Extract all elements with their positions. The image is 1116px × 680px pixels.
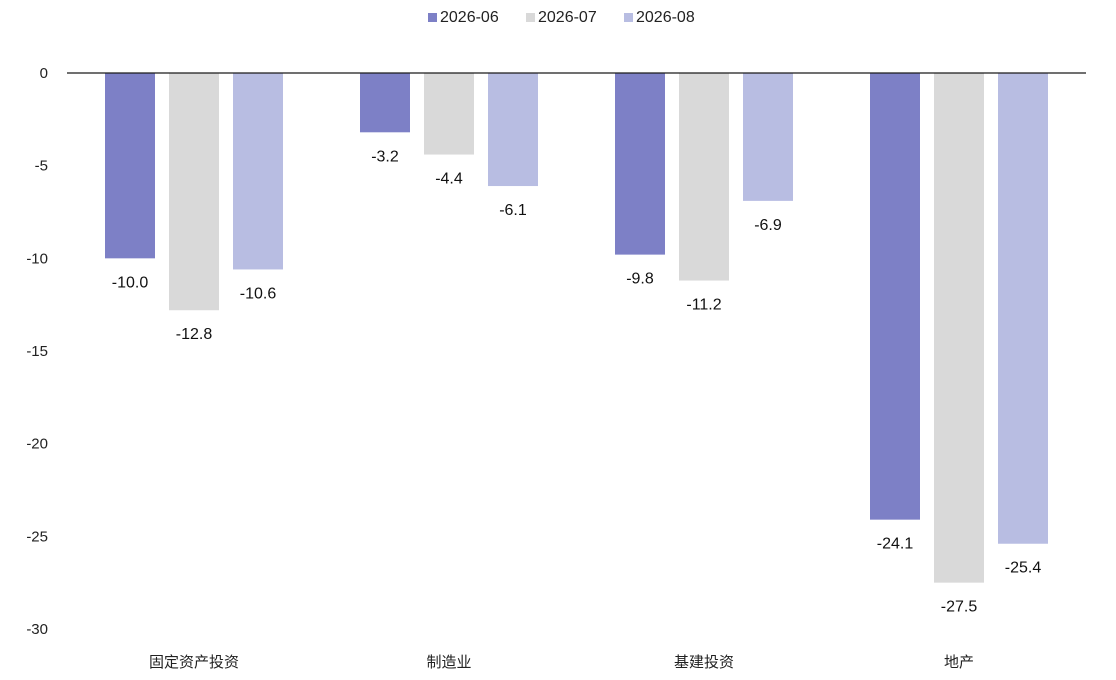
bar-2026-06-固定资产投资 bbox=[105, 73, 155, 259]
category-label: 制造业 bbox=[426, 653, 471, 671]
data-label: -6.1 bbox=[499, 202, 527, 219]
bar-2026-07-固定资产投资 bbox=[169, 73, 219, 311]
data-label: -9.8 bbox=[626, 271, 654, 288]
data-label: -3.2 bbox=[371, 148, 399, 165]
bar-2026-07-基建投资 bbox=[679, 73, 729, 281]
bar-2026-07-地产 bbox=[934, 73, 984, 583]
bar-2026-08-固定资产投资 bbox=[233, 73, 283, 270]
category-label: 地产 bbox=[944, 653, 974, 671]
bars bbox=[105, 73, 1048, 583]
x-axis: 固定资产投资 制造业 基建投资 地产 bbox=[67, 72, 1086, 671]
y-tick-label: -30 bbox=[26, 621, 48, 638]
data-labels: -10.0 -3.2 -9.8 -24.1 -12.8 -4.4 -11.2 -27.5 -10… bbox=[112, 148, 1042, 615]
y-tick-label: -25 bbox=[26, 528, 48, 545]
y-axis: 0 -5 -10 -15 -20 -25 -30 bbox=[26, 65, 48, 638]
legend: 2026-06 2026-07 2026-08 bbox=[428, 9, 695, 26]
data-label: -27.5 bbox=[941, 599, 978, 616]
data-label: -24.1 bbox=[877, 536, 914, 553]
bar-2026-06-制造业 bbox=[360, 73, 410, 133]
data-label: -6.9 bbox=[754, 217, 782, 234]
legend-swatch bbox=[624, 13, 633, 22]
legend-label: 2026-07 bbox=[538, 9, 597, 26]
bar-2026-07-制造业 bbox=[424, 73, 474, 155]
y-tick-label: -20 bbox=[26, 436, 48, 453]
data-label: -25.4 bbox=[1005, 560, 1042, 577]
bar-2026-06-地产 bbox=[870, 73, 920, 520]
data-label: -10.6 bbox=[240, 285, 277, 302]
bar-2026-06-基建投资 bbox=[615, 73, 665, 255]
category-label: 基建投资 bbox=[674, 653, 734, 671]
data-label: -11.2 bbox=[686, 297, 721, 314]
bar-2026-08-地产 bbox=[998, 73, 1048, 544]
legend-label: 2026-06 bbox=[440, 9, 499, 26]
legend-item: 2026-08 bbox=[624, 9, 695, 26]
legend-swatch bbox=[526, 13, 535, 22]
legend-swatch bbox=[428, 13, 437, 22]
legend-item: 2026-07 bbox=[526, 9, 597, 26]
data-label: -10.0 bbox=[112, 274, 149, 291]
legend-label: 2026-08 bbox=[636, 9, 695, 26]
y-tick-label: -10 bbox=[26, 250, 48, 267]
y-tick-label: -15 bbox=[26, 343, 48, 360]
y-tick-label: -5 bbox=[35, 158, 48, 175]
category-label: 固定资产投资 bbox=[149, 653, 239, 671]
data-label: -4.4 bbox=[435, 171, 463, 188]
legend-item: 2026-06 bbox=[428, 9, 499, 26]
bar-2026-08-制造业 bbox=[488, 73, 538, 187]
data-label: -12.8 bbox=[176, 326, 213, 343]
bar-2026-08-基建投资 bbox=[743, 73, 793, 201]
y-tick-label: 0 bbox=[40, 65, 48, 82]
